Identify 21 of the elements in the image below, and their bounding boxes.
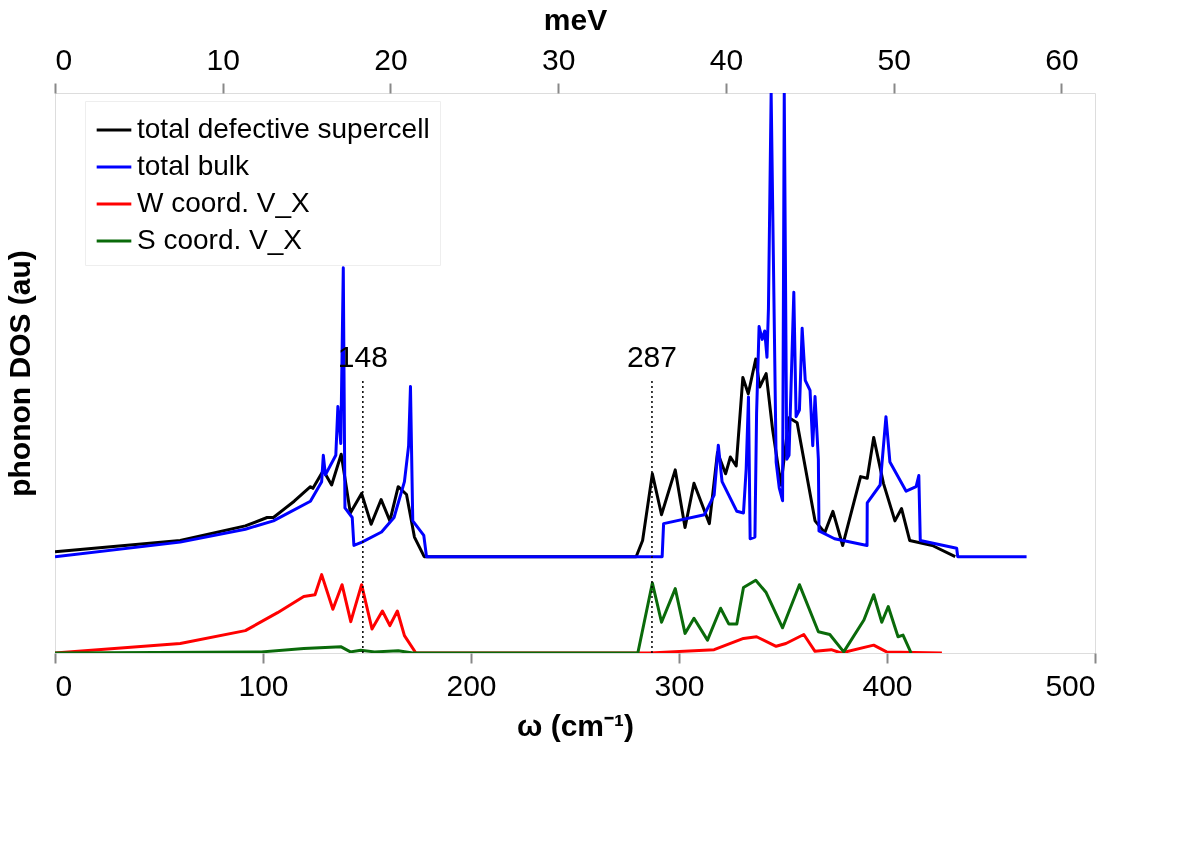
- ref-line-label: 287: [626, 339, 677, 373]
- x2-tick-label: 0: [55, 42, 73, 76]
- y-axis-title: phonon DOS (au): [2, 250, 36, 497]
- x-tick-label: 100: [238, 668, 289, 702]
- x-axis-title: ω (cm⁻¹): [516, 708, 635, 742]
- legend-label: total defective supercell: [137, 113, 430, 144]
- x-tick-label: 200: [446, 668, 497, 702]
- x-tick-label: 300: [654, 668, 705, 702]
- x2-tick-label: 60: [1045, 42, 1079, 76]
- x-tick-label: 0: [55, 668, 73, 702]
- x2-tick-label: 50: [877, 42, 911, 76]
- x2-tick-label: 30: [542, 42, 576, 76]
- x-tick-label: 500: [1045, 668, 1096, 702]
- legend-label: W coord. V_X: [137, 187, 311, 218]
- x2-tick-label: 40: [709, 42, 744, 76]
- x-tick-label: 400: [862, 668, 913, 702]
- x2-tick-label: 10: [206, 42, 240, 76]
- x2-tick-label: 20: [374, 42, 408, 76]
- legend-label: S coord. V_X: [137, 224, 303, 255]
- x2-axis-title: meV: [543, 2, 608, 36]
- legend-label: total bulk: [137, 150, 251, 181]
